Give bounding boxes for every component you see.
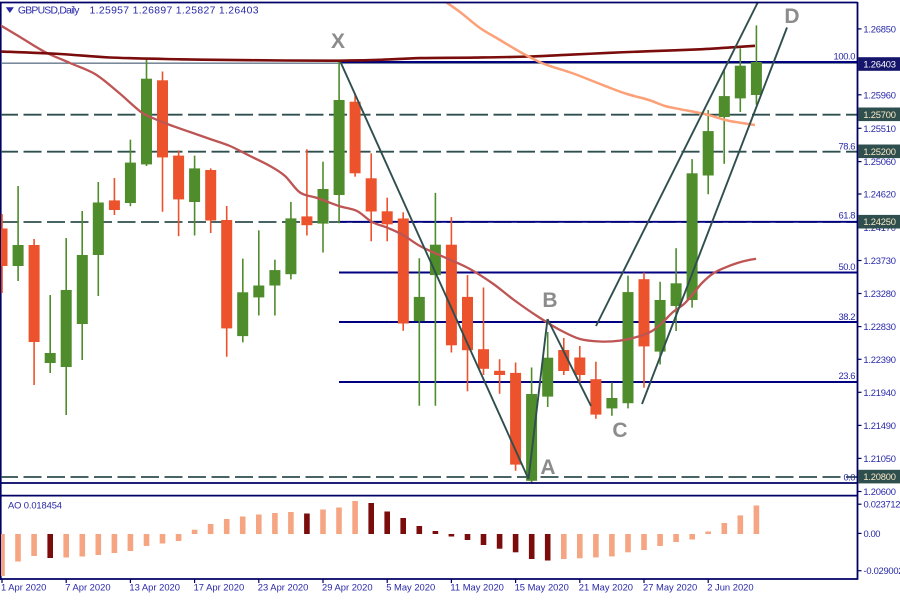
svg-text:100.0: 100.0	[834, 51, 856, 62]
svg-text:1.25060: 1.25060	[863, 156, 896, 167]
svg-text:27 May 2020: 27 May 2020	[643, 582, 697, 593]
svg-text:61.8: 61.8	[839, 210, 856, 221]
svg-text:11 May 2020: 11 May 2020	[450, 582, 504, 593]
svg-text:21 May 2020: 21 May 2020	[579, 582, 633, 593]
svg-text:GBPUSD,Daily: GBPUSD,Daily	[18, 6, 80, 17]
svg-text:17 Apr 2020: 17 Apr 2020	[194, 582, 245, 593]
svg-text:C: C	[612, 419, 627, 442]
svg-text:-0.029002: -0.029002	[864, 565, 900, 576]
svg-text:50.0: 50.0	[839, 261, 856, 272]
svg-text:1.24250: 1.24250	[863, 216, 896, 227]
svg-text:1.24620: 1.24620	[863, 189, 896, 200]
svg-text:15 May 2020: 15 May 2020	[515, 582, 569, 593]
svg-text:1.23280: 1.23280	[863, 288, 896, 299]
svg-text:D: D	[784, 5, 799, 28]
svg-text:5 May 2020: 5 May 2020	[386, 582, 435, 593]
svg-text:1.25700: 1.25700	[863, 109, 896, 120]
svg-text:78.6: 78.6	[839, 141, 856, 152]
svg-text:1.25960: 1.25960	[863, 89, 896, 100]
svg-text:23 Apr 2020: 23 Apr 2020	[258, 582, 309, 593]
svg-text:1.21050: 1.21050	[863, 453, 896, 464]
svg-text:1.25200: 1.25200	[863, 146, 896, 157]
svg-text:A: A	[540, 456, 555, 479]
svg-text:0.023712: 0.023712	[864, 499, 900, 510]
svg-text:0.00: 0.00	[864, 528, 881, 539]
svg-text:1.21490: 1.21490	[863, 420, 896, 431]
svg-text:1.26403: 1.26403	[863, 59, 896, 70]
svg-text:1.22830: 1.22830	[863, 321, 896, 332]
svg-text:AO 0.018454: AO 0.018454	[8, 500, 62, 511]
svg-text:2 Jun 2020: 2 Jun 2020	[707, 582, 753, 593]
svg-text:1.20800: 1.20800	[863, 471, 896, 482]
svg-text:29 Apr 2020: 29 Apr 2020	[322, 582, 373, 593]
svg-text:B: B	[542, 289, 557, 312]
svg-text:1.20600: 1.20600	[863, 486, 896, 497]
svg-text:1.21940: 1.21940	[863, 387, 896, 398]
svg-text:1.25957 1.26897 1.25827 1.2640: 1.25957 1.26897 1.25827 1.26403	[90, 6, 259, 17]
svg-text:0.0: 0.0	[844, 472, 856, 483]
svg-text:X: X	[331, 30, 345, 53]
svg-text:1.23730: 1.23730	[863, 255, 896, 266]
svg-text:38.2: 38.2	[839, 311, 856, 322]
svg-text:7 Apr 2020: 7 Apr 2020	[65, 582, 110, 593]
svg-text:1.22390: 1.22390	[863, 354, 896, 365]
svg-text:1 Apr 2020: 1 Apr 2020	[1, 582, 46, 593]
svg-text:1.26850: 1.26850	[863, 23, 896, 34]
svg-text:13 Apr 2020: 13 Apr 2020	[129, 582, 180, 593]
svg-text:23.6: 23.6	[839, 370, 856, 381]
svg-text:1.25510: 1.25510	[863, 123, 896, 134]
